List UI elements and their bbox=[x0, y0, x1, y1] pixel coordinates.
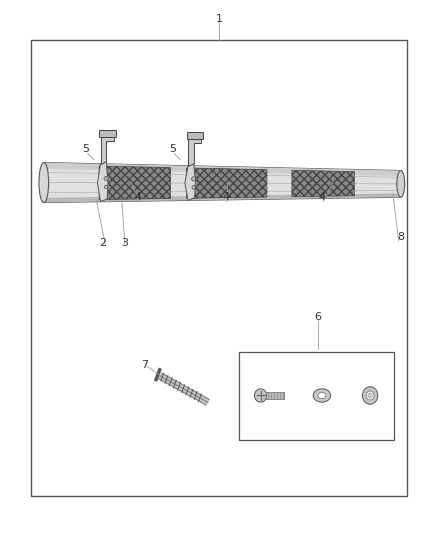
Ellipse shape bbox=[104, 176, 108, 181]
Polygon shape bbox=[292, 170, 354, 197]
Text: 2: 2 bbox=[99, 238, 106, 247]
Text: 4: 4 bbox=[318, 192, 325, 202]
Ellipse shape bbox=[192, 185, 195, 189]
Ellipse shape bbox=[254, 389, 267, 402]
Polygon shape bbox=[44, 193, 401, 203]
Text: 4: 4 bbox=[134, 192, 141, 202]
Polygon shape bbox=[187, 168, 267, 198]
Ellipse shape bbox=[318, 392, 326, 399]
Polygon shape bbox=[99, 130, 116, 136]
Bar bbox=[266, 392, 284, 399]
Polygon shape bbox=[97, 161, 108, 201]
Polygon shape bbox=[99, 166, 170, 199]
Ellipse shape bbox=[366, 391, 374, 400]
Bar bbox=[239, 352, 394, 440]
Text: 5: 5 bbox=[170, 144, 177, 154]
Ellipse shape bbox=[104, 185, 108, 189]
Polygon shape bbox=[185, 163, 195, 200]
Ellipse shape bbox=[191, 177, 196, 181]
Bar bbox=[31, 40, 407, 496]
Text: 1: 1 bbox=[215, 14, 223, 23]
Ellipse shape bbox=[362, 387, 378, 404]
Polygon shape bbox=[100, 134, 113, 164]
Text: 6: 6 bbox=[314, 312, 321, 322]
Polygon shape bbox=[44, 163, 401, 176]
Ellipse shape bbox=[39, 163, 49, 203]
Polygon shape bbox=[187, 132, 203, 139]
Ellipse shape bbox=[313, 389, 331, 402]
Text: 3: 3 bbox=[121, 238, 128, 247]
Text: 5: 5 bbox=[82, 144, 89, 154]
Ellipse shape bbox=[368, 393, 372, 398]
Polygon shape bbox=[188, 136, 201, 166]
Polygon shape bbox=[44, 163, 401, 203]
Text: 4: 4 bbox=[222, 192, 229, 202]
Ellipse shape bbox=[397, 171, 405, 197]
Text: 8: 8 bbox=[397, 232, 404, 242]
Text: 7: 7 bbox=[141, 360, 148, 370]
